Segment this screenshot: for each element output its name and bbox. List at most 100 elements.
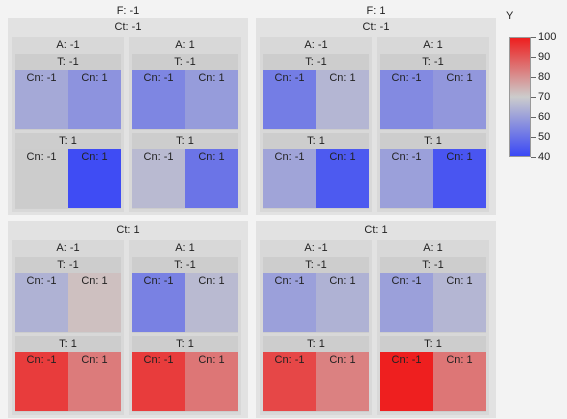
- legend-tick-label: 40: [538, 151, 551, 163]
- facet-label-ct: Ct: -1: [362, 21, 390, 33]
- cell-label-cn: Cn: -1: [143, 151, 174, 163]
- facet-label-t: T: -1: [305, 56, 327, 68]
- cell-label-cn: Cn: -1: [274, 354, 305, 366]
- cell-label-cn: Cn: -1: [274, 72, 305, 84]
- facet-label-a: A: -1: [56, 39, 80, 51]
- heatmap-cell: Cn: 1: [316, 70, 369, 129]
- legend-tick-mark: [531, 37, 536, 38]
- facet-label-ct: Ct: 1: [116, 224, 140, 236]
- heatmap-cell: Cn: -1: [380, 149, 433, 208]
- cell-label-cn: Cn: 1: [446, 72, 473, 84]
- cell-label-cn: Cn: 1: [446, 151, 473, 163]
- cell-label-cn: Cn: 1: [329, 354, 356, 366]
- heatmap-cell: Cn: 1: [68, 352, 121, 411]
- facet-label-f: F: 1: [366, 5, 386, 17]
- facet-label-a: A: -1: [304, 242, 328, 254]
- cell-label-cn: Cn: -1: [391, 151, 422, 163]
- facet-label-t: T: -1: [57, 56, 79, 68]
- heatmap-cell: Cn: -1: [15, 273, 68, 332]
- heatmap-cell: Cn: -1: [15, 352, 68, 411]
- facet-label-t: T: -1: [174, 259, 196, 271]
- heatmap-cell: Cn: 1: [433, 273, 486, 332]
- heatmap-cell: Cn: -1: [380, 273, 433, 332]
- heatmap-cell: Cn: 1: [68, 70, 121, 129]
- heatmap-cell: Cn: -1: [132, 273, 185, 332]
- heatmap-cell: Cn: 1: [68, 149, 121, 208]
- legend-tick-label: 70: [538, 91, 551, 103]
- cell-label-cn: Cn: 1: [81, 151, 108, 163]
- cell-label-cn: Cn: 1: [329, 72, 356, 84]
- heatmap-cell: Cn: -1: [15, 149, 68, 208]
- facet-label-a: A: 1: [423, 242, 443, 254]
- facet-label-a: A: -1: [56, 242, 80, 254]
- heatmap-cell: Cn: -1: [132, 149, 185, 208]
- legend-tick-label: 80: [538, 71, 551, 83]
- legend-tick-mark: [531, 57, 536, 58]
- facet-label-t: T: 1: [176, 338, 194, 350]
- cell-label-cn: Cn: -1: [274, 151, 305, 163]
- cell-label-cn: Cn: -1: [143, 354, 174, 366]
- facet-label-t: T: 1: [176, 135, 194, 147]
- cell-label-cn: Cn: -1: [26, 354, 57, 366]
- facet-label-t: T: 1: [59, 135, 77, 147]
- cell-label-cn: Cn: -1: [143, 72, 174, 84]
- facet-label-f: F: -1: [116, 5, 140, 17]
- legend-tick-label: 50: [538, 131, 551, 143]
- heatmap-cell: Cn: -1: [380, 70, 433, 129]
- facet-label-t: T: 1: [424, 338, 442, 350]
- cell-label-cn: Cn: 1: [329, 275, 356, 287]
- heatmap-cell: Cn: 1: [68, 273, 121, 332]
- cell-label-cn: Cn: 1: [329, 151, 356, 163]
- facet-label-t: T: 1: [307, 338, 325, 350]
- cell-label-cn: Cn: -1: [274, 275, 305, 287]
- facet-label-t: T: -1: [174, 56, 196, 68]
- cell-label-cn: Cn: -1: [143, 275, 174, 287]
- cell-label-cn: Cn: 1: [198, 354, 225, 366]
- heatmap-cell: Cn: 1: [316, 273, 369, 332]
- cell-label-cn: Cn: 1: [446, 354, 473, 366]
- heatmap-cell: Cn: -1: [263, 70, 316, 129]
- heatmap-cell: Cn: -1: [380, 352, 433, 411]
- facet-label-a: A: 1: [175, 39, 195, 51]
- legend-tick-mark: [531, 137, 536, 138]
- cell-label-cn: Cn: 1: [198, 275, 225, 287]
- color-legend-title: Y: [506, 10, 514, 22]
- facet-label-t: T: -1: [305, 259, 327, 271]
- heatmap-cell: Cn: 1: [185, 273, 238, 332]
- heatmap-cell: Cn: 1: [316, 352, 369, 411]
- heatmap-cell: Cn: 1: [185, 352, 238, 411]
- heatmap-cell: Cn: -1: [263, 149, 316, 208]
- facet-label-ct: Ct: -1: [114, 21, 142, 33]
- heatmap-cell: Cn: 1: [433, 352, 486, 411]
- cell-label-cn: Cn: -1: [391, 354, 422, 366]
- facet-label-a: A: 1: [175, 242, 195, 254]
- cell-label-cn: Cn: 1: [198, 151, 225, 163]
- facet-label-t: T: 1: [307, 135, 325, 147]
- facet-label-t: T: -1: [57, 259, 79, 271]
- facet-label-t: T: -1: [422, 56, 444, 68]
- cell-label-cn: Cn: 1: [81, 72, 108, 84]
- cell-label-cn: Cn: 1: [198, 72, 225, 84]
- heatmap-cell: Cn: 1: [185, 149, 238, 208]
- color-legend-bar: [509, 37, 531, 157]
- legend-tick-label: 90: [538, 51, 551, 63]
- cell-label-cn: Cn: 1: [81, 275, 108, 287]
- heatmap-cell: Cn: -1: [263, 352, 316, 411]
- cell-label-cn: Cn: 1: [81, 354, 108, 366]
- heatmap-cell: Cn: -1: [132, 352, 185, 411]
- legend-tick-mark: [531, 97, 536, 98]
- legend-tick-mark: [531, 157, 536, 158]
- facet-label-a: A: 1: [423, 39, 443, 51]
- cell-label-cn: Cn: -1: [391, 72, 422, 84]
- heatmap-cell: Cn: 1: [433, 149, 486, 208]
- legend-tick-mark: [531, 77, 536, 78]
- heatmap-cell: Cn: 1: [316, 149, 369, 208]
- legend-tick-mark: [531, 117, 536, 118]
- cell-label-cn: Cn: 1: [446, 275, 473, 287]
- cell-label-cn: Cn: -1: [391, 275, 422, 287]
- facet-label-t: T: 1: [59, 338, 77, 350]
- legend-tick-label: 100: [538, 31, 557, 43]
- heatmap-cell: Cn: -1: [132, 70, 185, 129]
- heatmap-cell: Cn: 1: [185, 70, 238, 129]
- facet-label-a: A: -1: [304, 39, 328, 51]
